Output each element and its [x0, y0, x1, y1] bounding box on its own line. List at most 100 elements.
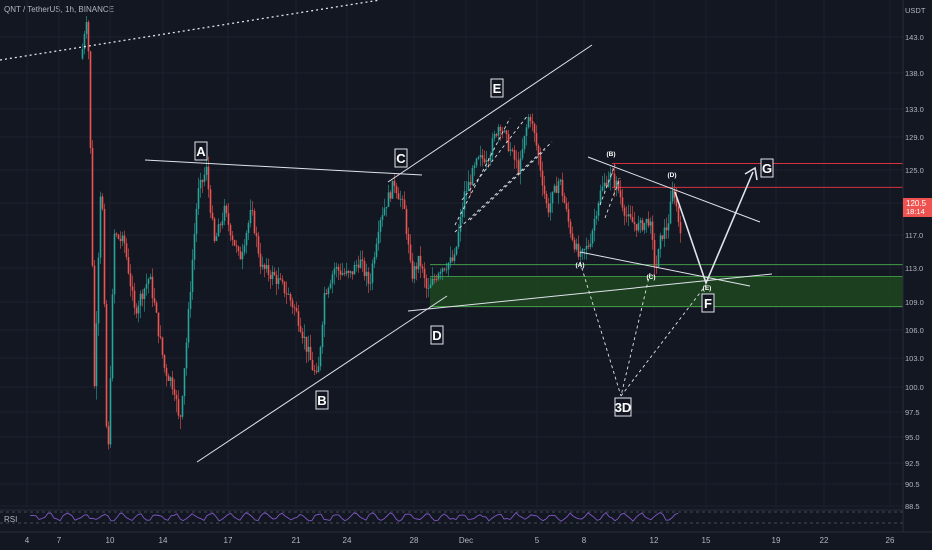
candle-body	[375, 243, 378, 257]
candle-body	[99, 196, 102, 258]
wave-label-box	[394, 148, 408, 168]
time-tick-label: 14	[159, 536, 168, 545]
time-tick-label: 17	[224, 536, 233, 545]
candle-body	[503, 130, 506, 132]
candle-body	[271, 271, 274, 279]
candle-body	[679, 222, 682, 234]
candle-body	[153, 298, 156, 303]
candle-body	[183, 368, 186, 397]
projection-line	[454, 141, 553, 233]
candle-body	[553, 185, 556, 192]
candle-body	[239, 251, 242, 260]
current-price-badge	[903, 198, 932, 217]
candle-body	[583, 249, 586, 251]
candle-body	[555, 185, 558, 193]
candle-body	[307, 346, 310, 352]
current-price-label: 120.5	[906, 199, 927, 208]
candle-body	[581, 249, 584, 252]
candle-body	[107, 426, 110, 445]
time-tick-label: 28	[410, 536, 419, 545]
candle-body	[549, 203, 552, 213]
time-tick-label: 7	[57, 536, 62, 545]
sub-wave-label: (B)	[606, 151, 615, 158]
candle-body	[117, 234, 120, 239]
candle-body	[667, 223, 670, 231]
candle-body	[397, 193, 400, 200]
price-axis-unit: USDT	[905, 6, 926, 15]
candle-body	[85, 22, 88, 35]
candle-body	[255, 233, 258, 237]
candle-body	[97, 257, 100, 324]
candle-body	[529, 116, 532, 122]
candle-body	[401, 198, 404, 200]
wave-label-box	[701, 293, 715, 313]
candle-body	[627, 214, 630, 217]
time-tick-label: 21	[292, 536, 301, 545]
wave-label-box	[490, 78, 504, 98]
time-tick-label: 24	[343, 536, 352, 545]
candle-body	[669, 201, 672, 224]
candle-body	[253, 210, 256, 234]
candle-body	[377, 231, 380, 244]
candle-body	[617, 180, 620, 191]
trend-line	[196, 295, 448, 463]
wave-label-box	[760, 158, 774, 178]
candle-body	[379, 219, 382, 232]
candle-body	[129, 273, 132, 287]
candle-body	[573, 239, 576, 250]
candle-body	[415, 266, 418, 270]
price-tick-label: 95.0	[905, 433, 920, 442]
time-tick-label: 10	[106, 536, 115, 545]
candle-body	[149, 276, 152, 280]
candle-body	[279, 278, 282, 280]
candle-body	[81, 49, 84, 59]
candle-body	[219, 224, 222, 226]
candle-body	[103, 208, 106, 305]
candle-body	[475, 158, 478, 166]
candle-body	[133, 290, 136, 308]
sub-wave-label: (C)	[646, 274, 655, 281]
candle-body	[175, 394, 178, 400]
candle-body	[637, 222, 640, 231]
candle-body	[199, 180, 202, 189]
candle-body	[87, 22, 90, 52]
time-tick-label: 8	[582, 536, 587, 545]
candle-body	[277, 278, 280, 284]
wave-label-box	[194, 141, 208, 161]
candle-body	[489, 155, 492, 161]
candle-body	[577, 243, 580, 257]
projection-line	[599, 164, 616, 206]
candle-body	[435, 279, 438, 280]
candle-body	[533, 123, 536, 134]
candle-body	[419, 255, 422, 267]
candle-body	[215, 236, 218, 241]
candle-body	[607, 179, 610, 187]
candle-body	[587, 245, 590, 247]
candle-body	[439, 271, 442, 274]
candle-body	[505, 130, 508, 135]
wave-label: B	[317, 393, 326, 408]
time-tick-label: 15	[702, 536, 711, 545]
candle-body	[233, 239, 236, 246]
candle-body	[241, 252, 244, 260]
candle-body	[89, 51, 92, 148]
candle-body	[559, 179, 562, 182]
candle-body	[285, 293, 288, 295]
wave-label: 3D	[615, 400, 632, 415]
candle-body	[353, 265, 356, 275]
candle-body	[547, 203, 550, 213]
candle-body	[283, 281, 286, 294]
candle-body	[275, 275, 278, 284]
candle-body	[369, 282, 372, 284]
sub-wave-label: (A)	[575, 262, 584, 269]
candle-body	[663, 227, 666, 239]
candle-body	[249, 210, 252, 224]
candle-body	[313, 370, 316, 372]
candle-body	[657, 248, 660, 267]
candle-body	[571, 233, 574, 240]
price-tick-label: 117.0	[905, 231, 923, 240]
support-zone	[430, 276, 903, 307]
candle-body	[623, 207, 626, 216]
candle-body	[113, 233, 116, 295]
